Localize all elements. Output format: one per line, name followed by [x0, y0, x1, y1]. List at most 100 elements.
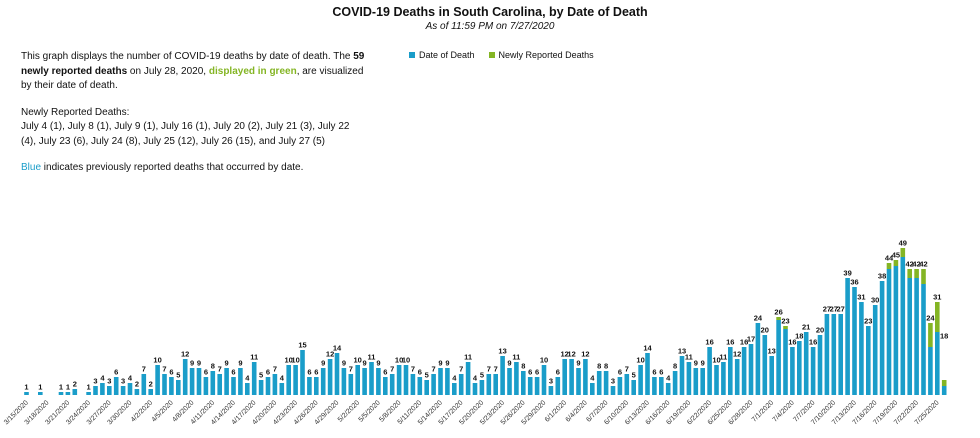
- bar-date-of-death: [797, 341, 802, 395]
- bar-date-of-death: [431, 374, 436, 395]
- bar-value-label: 16: [740, 338, 748, 347]
- bar-value-label: 24: [754, 314, 763, 323]
- bar-value-label: 9: [445, 359, 449, 368]
- bar-date-of-death: [776, 320, 781, 395]
- bar-date-of-death: [590, 383, 595, 395]
- bar-date-of-death: [831, 314, 837, 395]
- chart-legend: Date of Death Newly Reported Deaths: [409, 50, 594, 60]
- bar-date-of-death: [307, 377, 312, 395]
- bar-date-of-death: [355, 365, 360, 395]
- bar-date-of-death: [521, 371, 526, 395]
- bar-date-of-death: [838, 314, 843, 395]
- bar-value-label: 9: [342, 359, 346, 368]
- bar-date-of-death: [141, 374, 147, 395]
- bar-date-of-death: [859, 302, 864, 395]
- bar-value-label: 4: [280, 374, 285, 383]
- bar-value-label: 8: [211, 362, 215, 371]
- intro-text-a: This graph displays the number of COVID-…: [21, 51, 354, 62]
- bar-date-of-death: [493, 374, 498, 395]
- bar-date-of-death: [541, 365, 547, 395]
- bar-date-of-death: [583, 359, 588, 395]
- bar-value-label: 6: [535, 368, 539, 377]
- bar-value-label: 9: [363, 359, 367, 368]
- bar-value-label: 13: [678, 347, 686, 356]
- bar-date-of-death: [638, 365, 643, 395]
- bar-value-label: 16: [705, 338, 713, 347]
- bar-date-of-death: [755, 323, 761, 395]
- bar-date-of-death: [182, 359, 188, 395]
- bar-value-label: 12: [181, 350, 189, 359]
- legend-item-newly-reported: Newly Reported Deaths: [488, 50, 594, 60]
- bar-date-of-death: [914, 278, 919, 395]
- bar-value-label: 11: [250, 353, 258, 362]
- bar-date-of-death: [452, 383, 457, 395]
- bar-value-label: 11: [719, 353, 727, 362]
- bar-newly-reported: [886, 263, 892, 269]
- bar-date-of-death: [203, 377, 209, 395]
- bar-date-of-death: [734, 359, 740, 395]
- bar-value-label: 10: [285, 356, 293, 365]
- bar-date-of-death: [162, 374, 167, 395]
- bar-value-label: 6: [204, 368, 208, 377]
- bar-date-of-death: [100, 383, 105, 395]
- bar-value-label: 1: [38, 383, 42, 392]
- bar-newly-reported: [907, 269, 912, 278]
- bar-value-label: 5: [176, 371, 180, 380]
- bar-date-of-death: [562, 359, 567, 395]
- bar-value-label: 4: [473, 374, 478, 383]
- bar-newly-reported: [776, 317, 781, 320]
- bar-value-label: 5: [259, 371, 263, 380]
- bar-date-of-death: [93, 386, 98, 395]
- bar-date-of-death: [686, 362, 692, 395]
- bar-value-label: 16: [726, 338, 734, 347]
- bar-date-of-death: [845, 278, 850, 395]
- bar-value-label: 5: [632, 371, 636, 380]
- bar-date-of-death: [265, 377, 271, 395]
- bar-date-of-death: [300, 350, 305, 395]
- bar-date-of-death: [817, 335, 823, 395]
- bar-date-of-death: [665, 383, 671, 395]
- bar-value-label: 9: [438, 359, 442, 368]
- bar-value-label: 11: [685, 353, 693, 362]
- bar-date-of-death: [334, 353, 340, 395]
- bar-value-label: 6: [114, 368, 118, 377]
- bar-date-of-death: [107, 386, 112, 395]
- bar-date-of-death: [893, 266, 899, 395]
- bar-value-label: 12: [567, 350, 575, 359]
- bar-date-of-death: [148, 389, 153, 395]
- bar-value-label: 31: [857, 293, 865, 302]
- bar-date-of-death: [603, 371, 609, 395]
- bar-value-label: 6: [659, 368, 663, 377]
- bar-date-of-death: [293, 365, 298, 395]
- bar-value-label: 9: [701, 359, 705, 368]
- bar-date-of-death: [700, 368, 705, 395]
- bar-newly-reported: [935, 302, 940, 332]
- bar-date-of-death: [127, 383, 133, 395]
- bar-value-label: 14: [333, 344, 342, 353]
- bar-value-label: 20: [816, 326, 824, 335]
- bar-value-label: 9: [225, 359, 229, 368]
- bar-date-of-death: [231, 377, 236, 395]
- bar-date-of-death: [438, 368, 443, 395]
- bar-value-label: 42: [912, 260, 920, 269]
- bar-date-of-death: [935, 332, 940, 395]
- bar-value-label: 2: [149, 380, 153, 389]
- bar-date-of-death: [610, 386, 616, 395]
- bar-newly-reported: [941, 380, 947, 386]
- bar-date-of-death: [866, 326, 871, 395]
- bar-date-of-death: [86, 392, 91, 395]
- legend-label-date-of-death: Date of Death: [419, 50, 475, 60]
- bar-value-label: 6: [528, 368, 532, 377]
- bar-value-label: 17: [747, 335, 755, 344]
- bar-value-label: 8: [673, 362, 677, 371]
- bar-date-of-death: [465, 362, 471, 395]
- bar-value-label: 10: [402, 356, 410, 365]
- bar-date-of-death: [169, 377, 174, 395]
- bar-value-label: 9: [507, 359, 511, 368]
- bar-value-label: 3: [107, 377, 111, 386]
- bar-value-label: 6: [169, 368, 173, 377]
- bar-date-of-death: [472, 383, 478, 395]
- bar-value-label: 7: [411, 365, 415, 374]
- bar-value-label: 7: [390, 365, 394, 374]
